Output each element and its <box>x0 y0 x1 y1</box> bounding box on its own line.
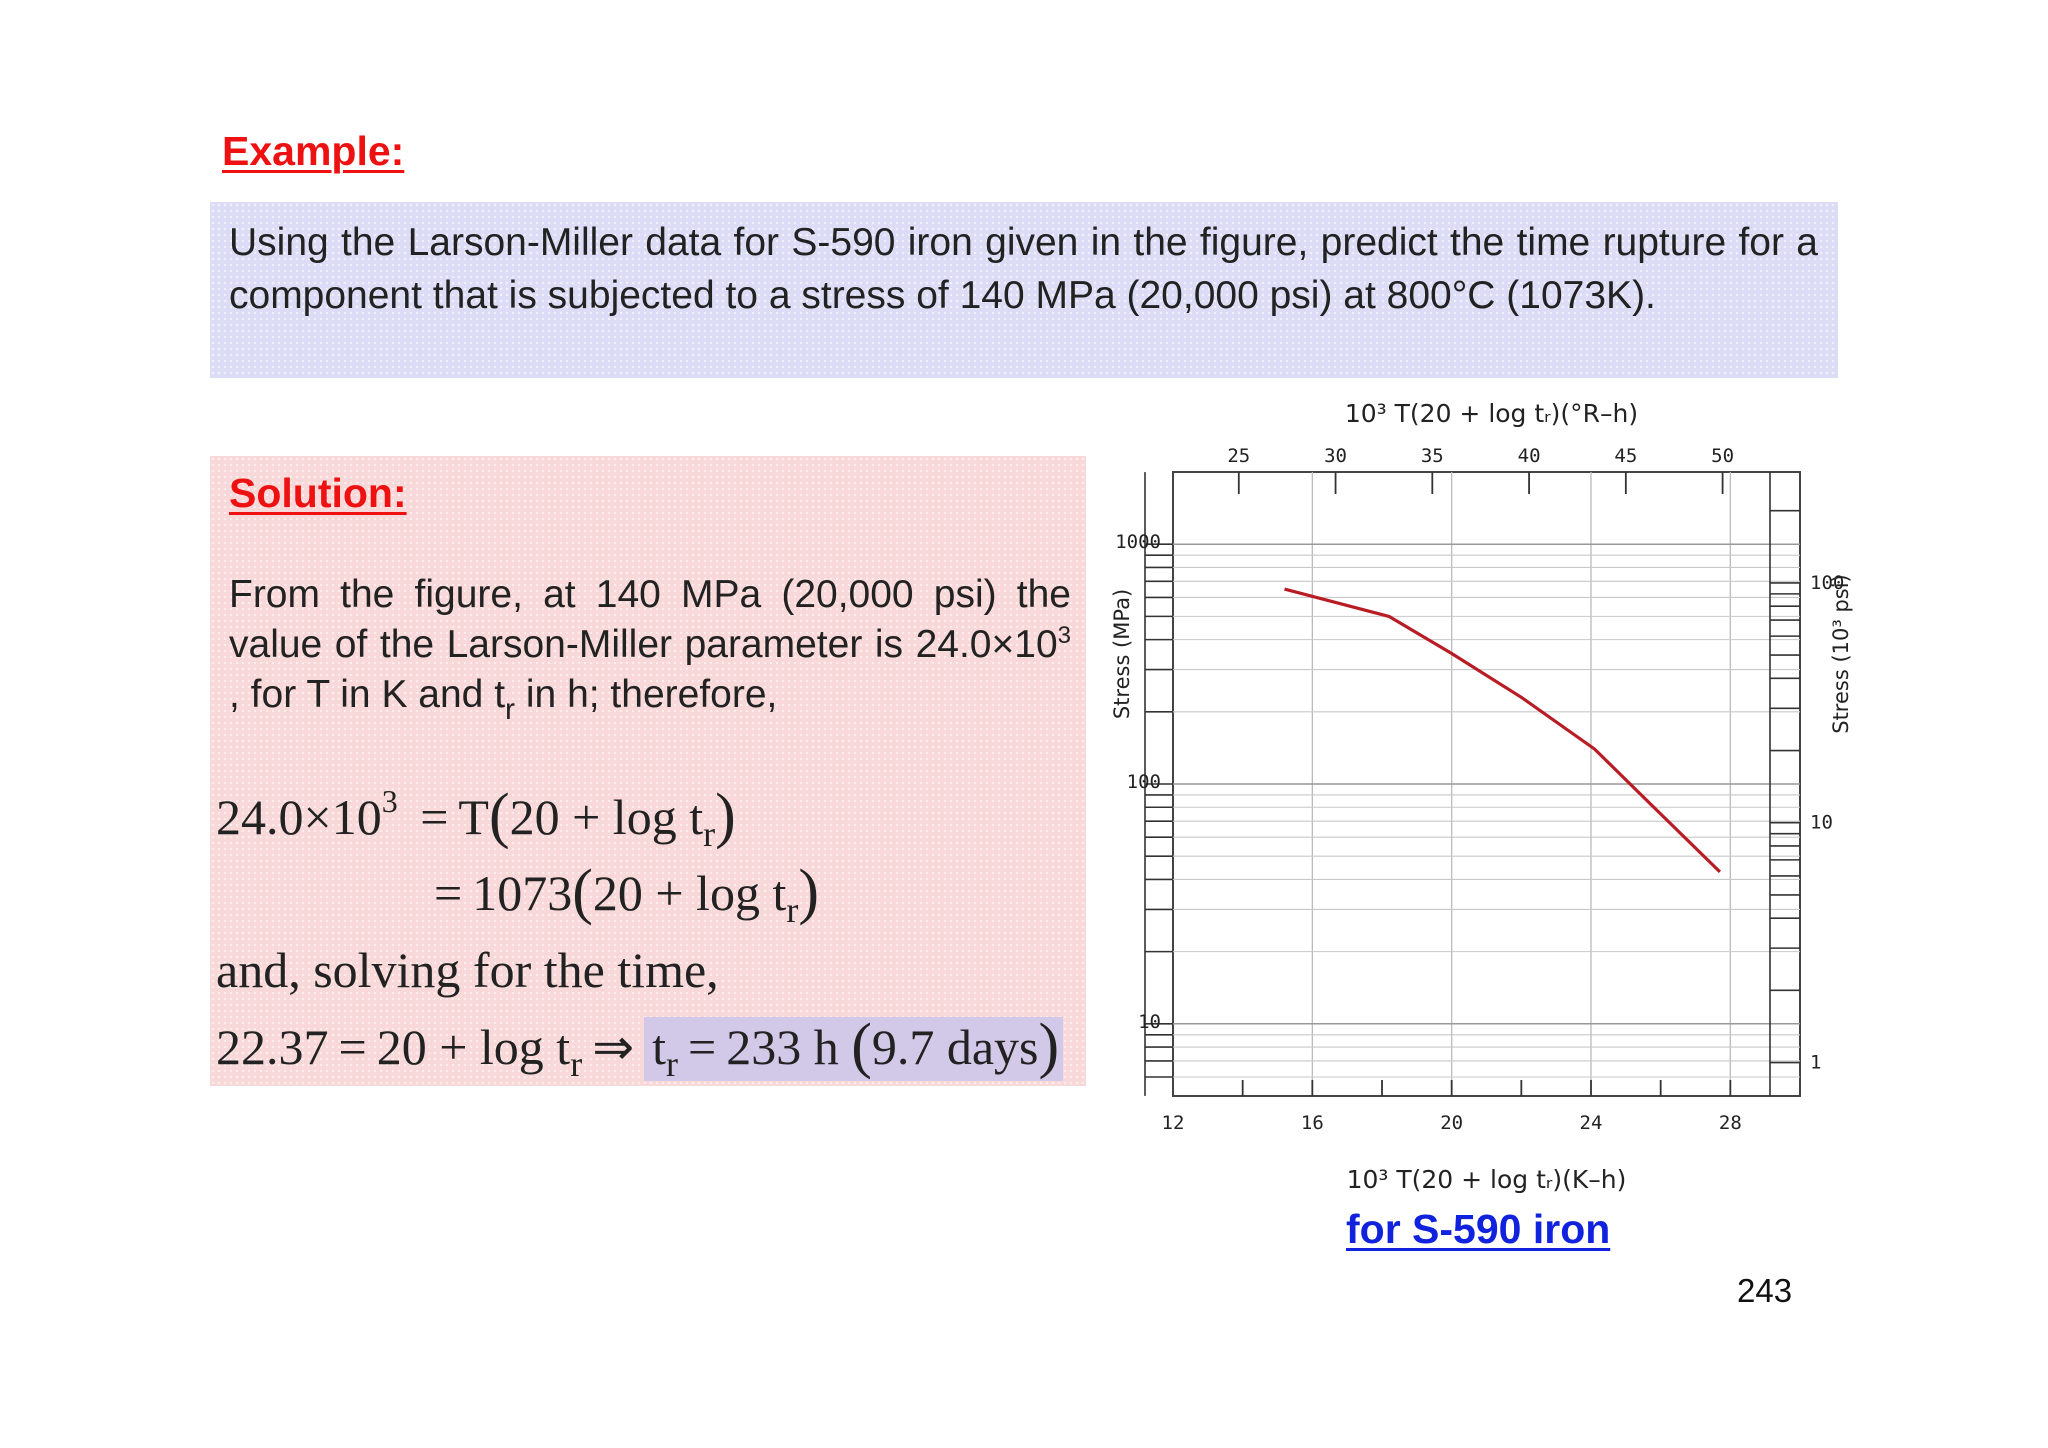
eq-term: 20 + log t <box>592 865 787 921</box>
eq-equals: = <box>338 1019 367 1075</box>
solution-text-part: in h; therefore, <box>515 673 778 716</box>
x-tick-label: 12 <box>1162 1112 1185 1134</box>
problem-statement: Using the Larson-Miller data for S-590 i… <box>229 221 1818 317</box>
figure-caption-link[interactable]: for S-590 iron <box>1346 1206 1611 1252</box>
top-tick-label: 25 <box>1227 445 1250 467</box>
eq-subscript: r <box>570 1044 583 1084</box>
eq-term: T <box>458 789 489 845</box>
top-tick-label: 35 <box>1421 445 1444 467</box>
page-number: 243 <box>1737 1272 1793 1309</box>
solution-box <box>210 456 1086 1086</box>
eq-exponent: 3 <box>381 783 398 819</box>
equation-2: = 1073(20 + log tr) <box>424 861 819 928</box>
eq-term: 233 h <box>726 1019 839 1075</box>
y-tick-label: 1000 <box>1115 531 1161 553</box>
series-line <box>1284 587 1722 874</box>
chart-series <box>1284 587 1722 874</box>
larson-miller-chart: 12 16 20 24 28 25 30 35 40 45 50 10 100 1000 1 10 100 10³… <box>1110 399 1853 1194</box>
eq-paren: ) <box>1038 1012 1060 1080</box>
eq-term: 9.7 days <box>871 1019 1039 1075</box>
eq-subscript: r <box>703 814 716 854</box>
eq-paren: ( <box>572 858 593 926</box>
eq-term: 20 + log t <box>509 789 704 845</box>
implies-arrow: ⇒ <box>592 1019 635 1075</box>
eq-term: 20 + log t <box>376 1019 571 1075</box>
solution-text-part: From the figure, at 140 MPa (20,000 psi)… <box>229 573 1071 666</box>
chart-labels: 12 16 20 24 28 25 30 35 40 45 50 10 100 1000 1 10 100 10³… <box>1110 399 1853 1194</box>
eq-paren: ( <box>851 1012 872 1080</box>
equation-3-text: and, solving for the time, <box>216 942 719 998</box>
eq-equals: = <box>420 789 449 845</box>
equation-1: 24.0×103 = T(20 + log tr) <box>216 783 736 852</box>
eq-subscript: r <box>666 1044 678 1084</box>
equation-4: 22.37 = 20 + log tr ⇒ tr = 233 h (9.7 days) <box>216 1015 1064 1082</box>
x-tick-label: 28 <box>1719 1112 1742 1134</box>
x-tick-label: 16 <box>1301 1112 1324 1134</box>
solution-heading: Solution: <box>229 470 407 516</box>
top-tick-label: 30 <box>1324 445 1347 467</box>
x-tick-label: 20 <box>1440 1112 1463 1134</box>
eq-term: 1073 <box>472 865 573 921</box>
right-axis-label: Stress (10³ psi) <box>1829 574 1853 734</box>
solution-text: From the figure, at 140 MPa (20,000 psi)… <box>229 570 1071 725</box>
eq-equals: = <box>688 1019 717 1075</box>
eq-term: 22.37 <box>216 1019 329 1075</box>
result-highlight: tr = 233 h (9.7 days) <box>644 1015 1064 1084</box>
chart-grid <box>1172 471 1801 1097</box>
eq-paren: ( <box>488 782 510 850</box>
chart-ticks <box>1144 472 1800 1096</box>
right-tick-label: 10 <box>1810 812 1833 834</box>
right-tick-label: 100 <box>1810 572 1844 594</box>
eq-equals: = <box>434 865 463 921</box>
eq-paren: ) <box>798 858 819 926</box>
eq-term: 24.0×10 <box>216 789 382 845</box>
eq-term: t <box>652 1019 666 1075</box>
y-tick-label: 100 <box>1127 771 1161 793</box>
x-axis-label: 10³ T(20 + log tᵣ)(K–h) <box>1347 1165 1627 1194</box>
x-tick-label: 24 <box>1580 1112 1603 1134</box>
example-heading: Example: <box>222 128 405 174</box>
y-axis-label: Stress (MPa) <box>1110 589 1134 719</box>
top-axis-label: 10³ T(20 + log tᵣ)(°R–h) <box>1345 399 1638 428</box>
subscript: r <box>505 693 516 726</box>
top-tick-label: 40 <box>1518 445 1541 467</box>
top-tick-label: 50 <box>1711 445 1734 467</box>
solution-text-part: , for T in K and t <box>229 673 506 716</box>
eq-paren: ) <box>715 782 736 850</box>
top-tick-label: 45 <box>1614 445 1637 467</box>
problem-box: Using the Larson-Miller data for S-590 i… <box>210 202 1838 378</box>
right-tick-label: 1 <box>1810 1052 1821 1074</box>
y-tick-label: 10 <box>1138 1011 1161 1033</box>
exponent: 3 <box>1057 622 1071 649</box>
eq-subscript: r <box>786 890 799 930</box>
